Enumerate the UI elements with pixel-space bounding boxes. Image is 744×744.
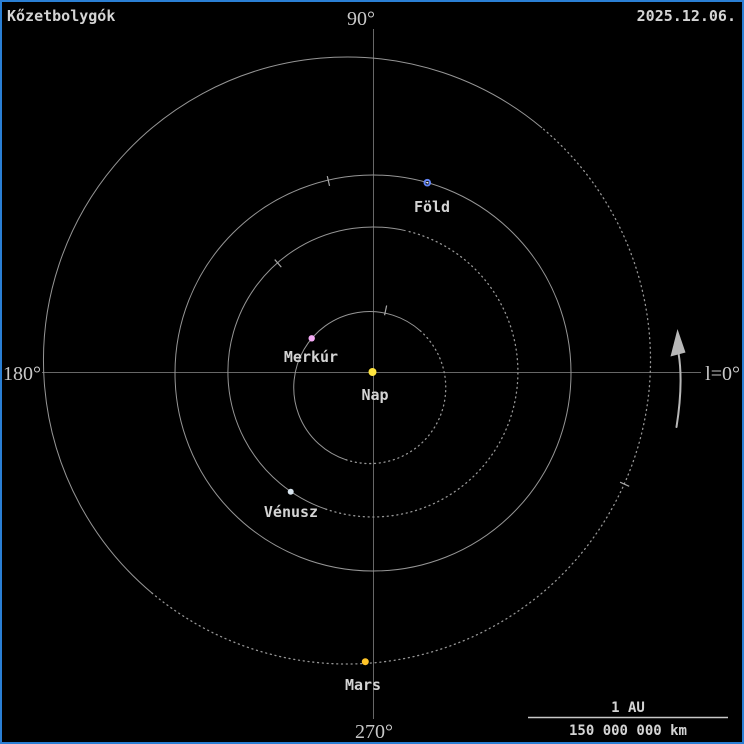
mars-label: Mars bbox=[345, 676, 381, 694]
revolution-arrow-shaft bbox=[675, 352, 682, 428]
earth-label: Föld bbox=[414, 198, 450, 216]
merkúr-perihelion-tick bbox=[383, 305, 388, 316]
scale-au-label: 1 AU bbox=[611, 700, 645, 716]
merkúr-orbit-dotted bbox=[345, 330, 447, 465]
axis-label-backing bbox=[351, 719, 398, 742]
sun-label: Nap bbox=[361, 386, 388, 404]
mars-dot bbox=[361, 658, 369, 666]
föld-orbit-solid bbox=[174, 174, 572, 572]
vénusz-dot bbox=[287, 488, 294, 495]
föld-perihelion-tick bbox=[326, 176, 331, 187]
sun-dot bbox=[368, 368, 377, 376]
venus-label: Vénusz bbox=[264, 503, 318, 521]
scale-km-label: 150 000 000 km bbox=[569, 723, 687, 739]
axis-label-90: 90° bbox=[347, 8, 375, 30]
föld-dot-center bbox=[426, 181, 429, 184]
axis-label-backing bbox=[701, 360, 742, 384]
axis-label-backing bbox=[2, 360, 42, 384]
vénusz-perihelion-tick bbox=[274, 259, 282, 268]
mars-orbit-dotted bbox=[151, 127, 652, 665]
page-title: Kőzetbolygók bbox=[7, 7, 115, 25]
vénusz-orbit-dotted bbox=[325, 230, 519, 518]
mars-perihelion-tick bbox=[619, 481, 630, 487]
vénusz-orbit-solid bbox=[227, 226, 406, 510]
mars-orbit-solid bbox=[43, 56, 543, 594]
axis-label-270: 270° bbox=[355, 721, 393, 743]
mercury-label: Merkúr bbox=[284, 348, 338, 366]
axis-label-backing bbox=[339, 4, 383, 29]
merkúr-dot bbox=[308, 335, 315, 342]
föld-dot bbox=[423, 178, 432, 187]
merkúr-orbit-solid bbox=[293, 311, 421, 461]
date-label: 2025.12.06. bbox=[637, 7, 736, 25]
axis-label-l0: l=0° bbox=[705, 363, 740, 385]
diagram-geometry bbox=[2, 4, 742, 742]
axis-label-180: 180° bbox=[3, 363, 41, 385]
revolution-arrow-head bbox=[670, 329, 686, 357]
